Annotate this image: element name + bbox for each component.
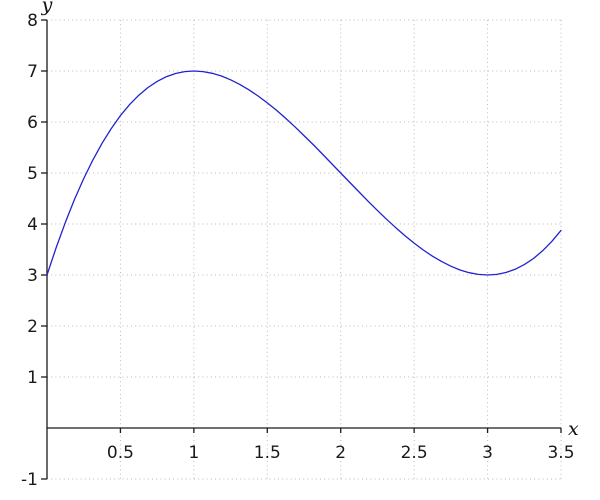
y-tick-label: 5 bbox=[27, 164, 38, 184]
x-tick-label: 2.5 bbox=[401, 443, 428, 463]
y-tick-label: 6 bbox=[27, 113, 38, 133]
y-tick-label: 2 bbox=[27, 317, 38, 337]
y-tick-labels: 8 7 6 5 4 3 2 1 -1 bbox=[21, 11, 38, 490]
x-tick-label: 3.5 bbox=[547, 443, 574, 463]
x-tick-labels: 0.5 1 1.5 2 2.5 3 3.5 bbox=[107, 443, 575, 463]
y-tick-label: 4 bbox=[27, 215, 38, 235]
x-tick-label: 2 bbox=[335, 443, 346, 463]
y-tick-label: 7 bbox=[27, 62, 38, 82]
y-tick-label: 3 bbox=[27, 266, 38, 286]
x-tick-label: 0.5 bbox=[107, 443, 134, 463]
function-curve bbox=[46, 70, 562, 276]
y-tick-label: 8 bbox=[27, 11, 38, 31]
y-tick-label: -1 bbox=[21, 470, 38, 490]
y-tick-label: 1 bbox=[27, 368, 38, 388]
x-tick-label: 1 bbox=[188, 443, 199, 463]
x-axis-label: x bbox=[568, 418, 579, 440]
gridlines bbox=[47, 19, 562, 480]
y-axis-label: y bbox=[41, 0, 53, 16]
axes bbox=[41, 19, 562, 480]
x-tick-label: 1.5 bbox=[254, 443, 281, 463]
x-tick-label: 3 bbox=[482, 443, 493, 463]
